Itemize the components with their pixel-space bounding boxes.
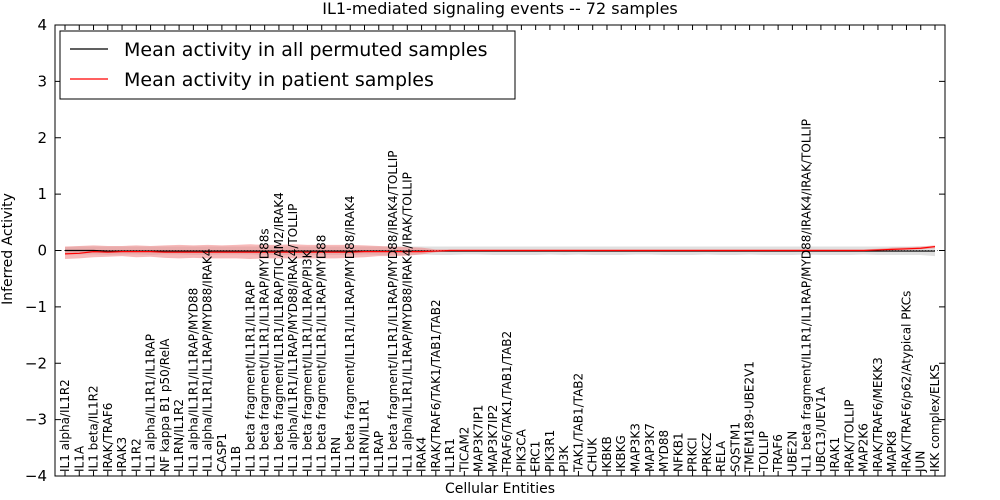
series-lines (64, 245, 936, 255)
legend: Mean activity in all permuted samples Me… (59, 30, 516, 100)
x-tick-label: IL1RAP (372, 431, 386, 472)
x-tick-label: IL1 beta fragment/IL1R1/IL1RAP/PI3K (300, 249, 314, 472)
y-tick-label: −3 (25, 411, 47, 429)
x-tick-label: MAPK8 (885, 431, 899, 472)
y-axis-ticks: −4 −3 −2 −1 0 1 2 3 4 (25, 16, 945, 485)
x-tick-label: TAK1/TAB1/TAB2 (571, 373, 585, 473)
x-tick-label: IL1A (72, 445, 86, 472)
x-tick-label: NFKB1 (671, 432, 685, 472)
x-tick-label: MAP3K3 (628, 423, 642, 472)
x-tick-label: IRAK/TOLLIP (842, 400, 856, 472)
x-tick-label: CHUK (586, 437, 600, 472)
x-tick-label: IL1 alpha/IL1R1/IL1RAP/MYD88 (186, 288, 200, 472)
y-tick-label: 2 (37, 129, 47, 147)
x-tick-label: IL1 beta fragment/IL1R1/IL1RAP/MYD88/IRA… (343, 195, 357, 472)
x-tick-label: IL1R2 (129, 438, 143, 472)
legend-box (59, 30, 516, 100)
x-tick-label: IRAK/TRAF6/MEKK3 (871, 357, 885, 472)
x-tick-label: IL1 beta fragment/IL1R1/IL1RAP/MYD88 (315, 235, 329, 472)
x-tick-label: PIK3R1 (543, 430, 557, 472)
x-tick-label: MAP3K7IP1 (472, 405, 486, 472)
x-tick-label: TOLLIP (757, 431, 771, 473)
y-tick-label: −1 (25, 298, 47, 316)
x-tick-label: IL1 alpha/IL1R1/IL1RAP/MYD88/IRAK4 (201, 249, 215, 472)
y-tick-label: −2 (25, 354, 47, 372)
x-tick-label: IL1B (229, 446, 243, 472)
x-tick-label: IL1 beta/IL1R2 (87, 385, 101, 472)
x-tick-label: IL1RN/IL1R1 (358, 399, 372, 472)
y-tick-label: 3 (37, 72, 47, 90)
x-tick-label: IRAK/TRAF6 (101, 403, 115, 472)
x-tick-label: CASP1 (215, 433, 229, 472)
x-tick-label: IRAK3 (115, 437, 129, 472)
x-tick-label: IL1 beta fragment/IL1R1/IL1RAP/MYD88/IRA… (386, 151, 400, 472)
x-tick-label: PRKCZ (700, 433, 714, 472)
legend-label-permuted: Mean activity in all permuted samples (124, 39, 487, 61)
x-tick-label: TMEM189-UBE2V1 (743, 361, 757, 473)
x-tick-label: IL1 beta fragment/IL1R1/IL1RAP (243, 281, 257, 472)
x-tick-label: SQSTM1 (728, 422, 742, 472)
x-axis-label: Cellular Entities (445, 481, 555, 497)
x-tick-label: PRKCI (686, 437, 700, 472)
y-tick-label: 4 (37, 16, 47, 34)
x-tick-label: IL1 alpha/IL1R1/IL1RAP/MYD88/IRAK4/IRAK/… (400, 172, 414, 472)
legend-label-patient: Mean activity in patient samples (124, 69, 434, 91)
x-tick-label: NF kappa B1 p50/RelA (158, 338, 172, 472)
x-tick-label: IKBKG (614, 435, 628, 472)
y-tick-label: 1 (37, 185, 47, 203)
x-tick-label: JUN (914, 451, 928, 473)
x-tick-label: MAP3K7 (643, 423, 657, 472)
x-tick-label: TRAF6 (771, 434, 785, 473)
x-tick-label: IL1 alpha/IL1R2 (58, 379, 72, 472)
x-tick-label: RELA (714, 440, 728, 472)
x-tick-label: IKK complex/ELKS (928, 364, 942, 472)
plot-frame (54, 24, 946, 477)
x-tick-label: IL1 beta fragment/IL1R1/IL1RAP/MYD88/IRA… (800, 119, 814, 472)
x-tick-label: IL1 beta fragment/IL1R1/IL1RAP/TICAM2/IR… (272, 192, 286, 472)
x-axis-ticks: IL1 alpha/IL1R2 IL1A IL1 beta/IL1R2 IRAK/TR… (58, 25, 942, 476)
x-tick-label: PI3K (557, 445, 571, 472)
x-tick-label: IL1RN/IL1R2 (172, 399, 186, 472)
x-tick-label: TRAF6/TAK1/TAB1/TAB2 (500, 331, 514, 473)
x-tick-label: IL1 beta fragment/IL1R1/IL1RAP/MYD88s (258, 228, 272, 472)
series-line-patient (64, 245, 936, 255)
x-tick-label: IL1RN (329, 437, 343, 472)
x-tick-label: IRAK4 (415, 437, 429, 472)
y-tick-label: −4 (25, 467, 47, 485)
x-tick-label: MYD88 (657, 430, 671, 472)
x-tick-label: UBC13/UEV1A (814, 386, 828, 472)
x-tick-label: TICAM2 (457, 427, 471, 473)
x-tick-label: IL1 alpha/IL1R1/IL1RAP/MYD88/IRAK4/TOLLI… (286, 204, 300, 472)
x-tick-label: IL1 alpha/IL1R1/IL1RAP (144, 334, 158, 472)
x-tick-label: MAP2K6 (857, 423, 871, 472)
x-tick-label: PIK3CA (514, 428, 528, 472)
y-tick-label: 0 (37, 242, 47, 260)
chart-title: IL1-mediated signaling events -- 72 samp… (322, 0, 678, 18)
x-tick-label: IRAK/TRAF6/TAK1/TAB1/TAB2 (429, 299, 443, 472)
x-tick-label: IRAK1 (828, 437, 842, 472)
x-tick-label: IKBKB (600, 436, 614, 472)
x-tick-label: MAP3K7IP2 (486, 405, 500, 472)
x-tick-label: IL1R1 (443, 438, 457, 472)
x-tick-label: UBE2N (785, 431, 799, 472)
y-axis-label: Inferred Activity (0, 193, 16, 305)
x-tick-label: ERC1 (529, 441, 543, 472)
x-tick-label: IRAK/TRAF6/p62/Atypical PKCs (899, 291, 913, 472)
